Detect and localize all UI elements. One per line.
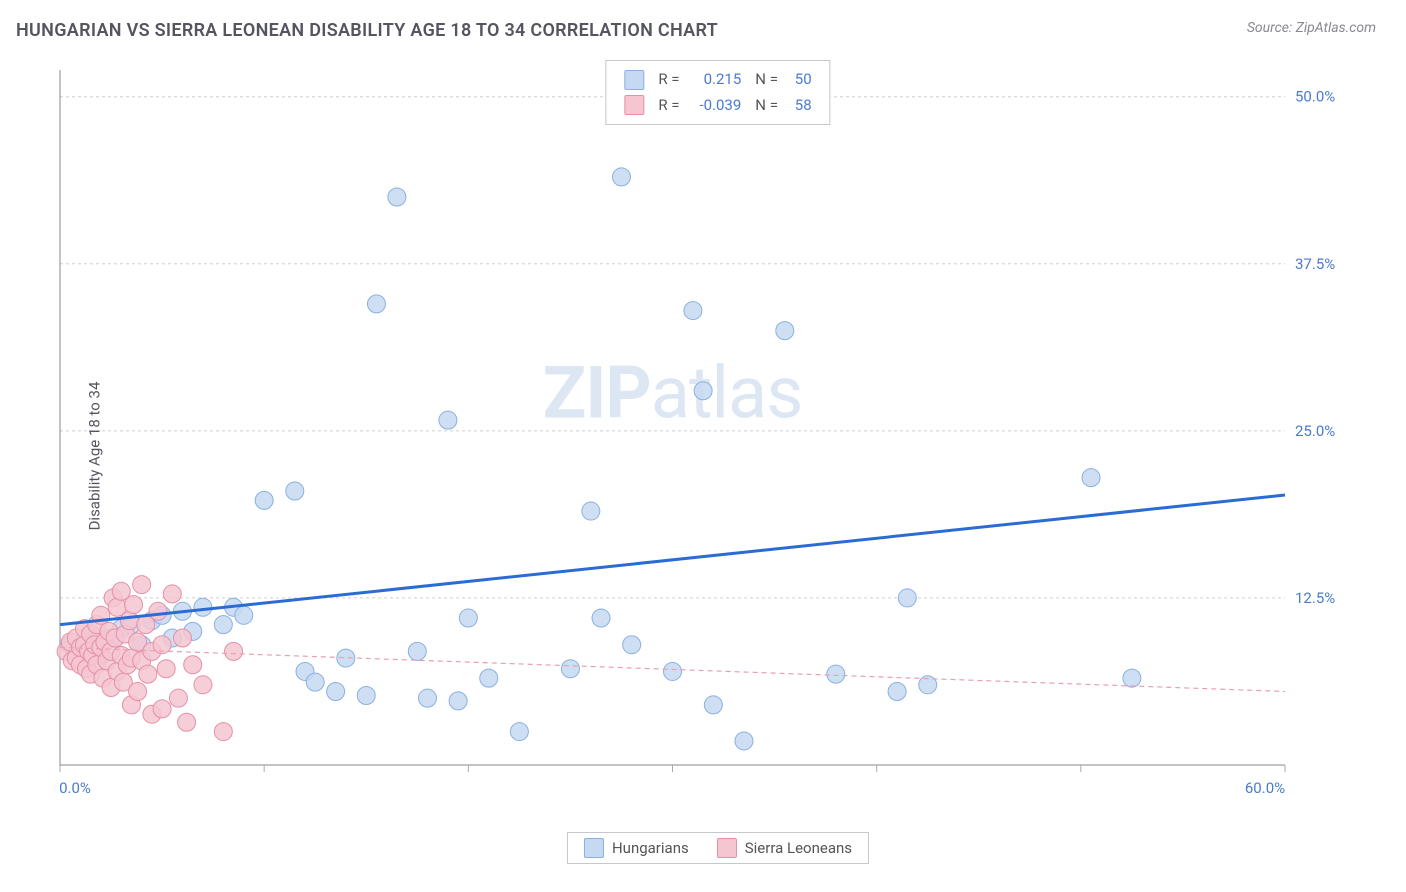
data-point-sierra_leoneans <box>178 713 196 731</box>
n-label: N = <box>755 96 778 114</box>
data-point-sierra_leoneans <box>225 642 243 660</box>
r-value-sierra: -0.039 <box>683 93 741 119</box>
data-point-hungarians <box>286 482 304 500</box>
legend-label: Hungarians <box>612 839 689 857</box>
data-point-hungarians <box>612 168 630 186</box>
data-point-hungarians <box>306 673 324 691</box>
data-point-sierra_leoneans <box>184 656 202 674</box>
data-point-hungarians <box>235 606 253 624</box>
data-point-hungarians <box>827 665 845 683</box>
data-point-sierra_leoneans <box>169 689 187 707</box>
data-point-sierra_leoneans <box>139 665 157 683</box>
data-point-hungarians <box>592 609 610 627</box>
swatch-blue-icon <box>584 838 604 858</box>
stats-row-hungarians: R = 0.215 N = 50 <box>624 67 811 93</box>
data-point-hungarians <box>408 642 426 660</box>
data-point-sierra_leoneans <box>129 682 147 700</box>
data-point-hungarians <box>367 295 385 313</box>
scatter-chart: 12.5% 25.0% 37.5% 50.0% ZIPatlas 0.0% 60.0% <box>50 60 1350 820</box>
stats-legend-box: R = 0.215 N = 50 R = -0.039 N = 58 <box>605 60 830 125</box>
data-point-hungarians <box>888 682 906 700</box>
data-point-hungarians <box>704 696 722 714</box>
legend-label: Sierra Leoneans <box>745 839 852 857</box>
data-point-hungarians <box>214 616 232 634</box>
data-point-sierra_leoneans <box>153 700 171 718</box>
n-label: N = <box>755 70 778 88</box>
data-point-sierra_leoneans <box>163 585 181 603</box>
data-point-sierra_leoneans <box>157 660 175 678</box>
y-axis-label: Disability Age 18 to 34 <box>85 382 103 531</box>
y-tick-label: 12.5% <box>1295 589 1335 607</box>
data-point-hungarians <box>194 598 212 616</box>
n-value-hungarians: 50 <box>782 67 812 93</box>
data-point-hungarians <box>255 491 273 509</box>
data-point-hungarians <box>1082 469 1100 487</box>
swatch-pink-icon <box>717 838 737 858</box>
data-point-sierra_leoneans <box>133 576 151 594</box>
trend-line-sierra_leoneans <box>60 647 1285 691</box>
r-label: R = <box>658 96 679 114</box>
chart-title: HUNGARIAN VS SIERRA LEONEAN DISABILITY A… <box>16 20 718 41</box>
data-point-hungarians <box>459 609 477 627</box>
swatch-blue-icon <box>624 70 644 90</box>
chart-container: Disability Age 18 to 34 12.5% 25.0% 37.5% 5… <box>50 60 1386 852</box>
legend-item-hungarians: Hungarians <box>584 838 689 858</box>
x-tick-label: 0.0% <box>59 779 91 797</box>
data-point-hungarians <box>776 322 794 340</box>
data-point-hungarians <box>388 188 406 206</box>
data-point-sierra_leoneans <box>214 723 232 741</box>
data-point-sierra_leoneans <box>149 602 167 620</box>
r-label: R = <box>658 70 679 88</box>
data-point-hungarians <box>1123 669 1141 687</box>
x-tick-label: 60.0% <box>1245 779 1285 797</box>
data-point-hungarians <box>480 669 498 687</box>
data-point-sierra_leoneans <box>174 629 192 647</box>
watermark: ZIPatlas <box>543 351 803 436</box>
trend-line-hungarians <box>60 495 1285 625</box>
y-tick-label: 50.0% <box>1295 88 1335 106</box>
y-tick-label: 25.0% <box>1295 422 1335 440</box>
n-value-sierra: 58 <box>782 93 812 119</box>
data-point-hungarians <box>898 589 916 607</box>
series-legend: Hungarians Sierra Leoneans <box>567 832 869 864</box>
data-point-hungarians <box>510 723 528 741</box>
data-point-hungarians <box>357 687 375 705</box>
data-point-hungarians <box>327 682 345 700</box>
data-point-hungarians <box>439 411 457 429</box>
legend-item-sierra: Sierra Leoneans <box>717 838 852 858</box>
data-point-hungarians <box>561 660 579 678</box>
data-point-hungarians <box>582 502 600 520</box>
r-value-hungarians: 0.215 <box>683 67 741 93</box>
stats-row-sierra: R = -0.039 N = 58 <box>624 93 811 119</box>
data-point-hungarians <box>735 732 753 750</box>
source-attribution: Source: ZipAtlas.com <box>1247 20 1376 36</box>
data-point-hungarians <box>419 689 437 707</box>
data-point-hungarians <box>449 692 467 710</box>
data-point-hungarians <box>684 302 702 320</box>
data-point-hungarians <box>664 662 682 680</box>
y-tick-label: 37.5% <box>1295 255 1335 273</box>
data-point-sierra_leoneans <box>120 612 138 630</box>
data-point-sierra_leoneans <box>125 596 143 614</box>
swatch-pink-icon <box>624 95 644 115</box>
data-point-sierra_leoneans <box>194 676 212 694</box>
data-point-hungarians <box>623 636 641 654</box>
data-point-hungarians <box>694 382 712 400</box>
